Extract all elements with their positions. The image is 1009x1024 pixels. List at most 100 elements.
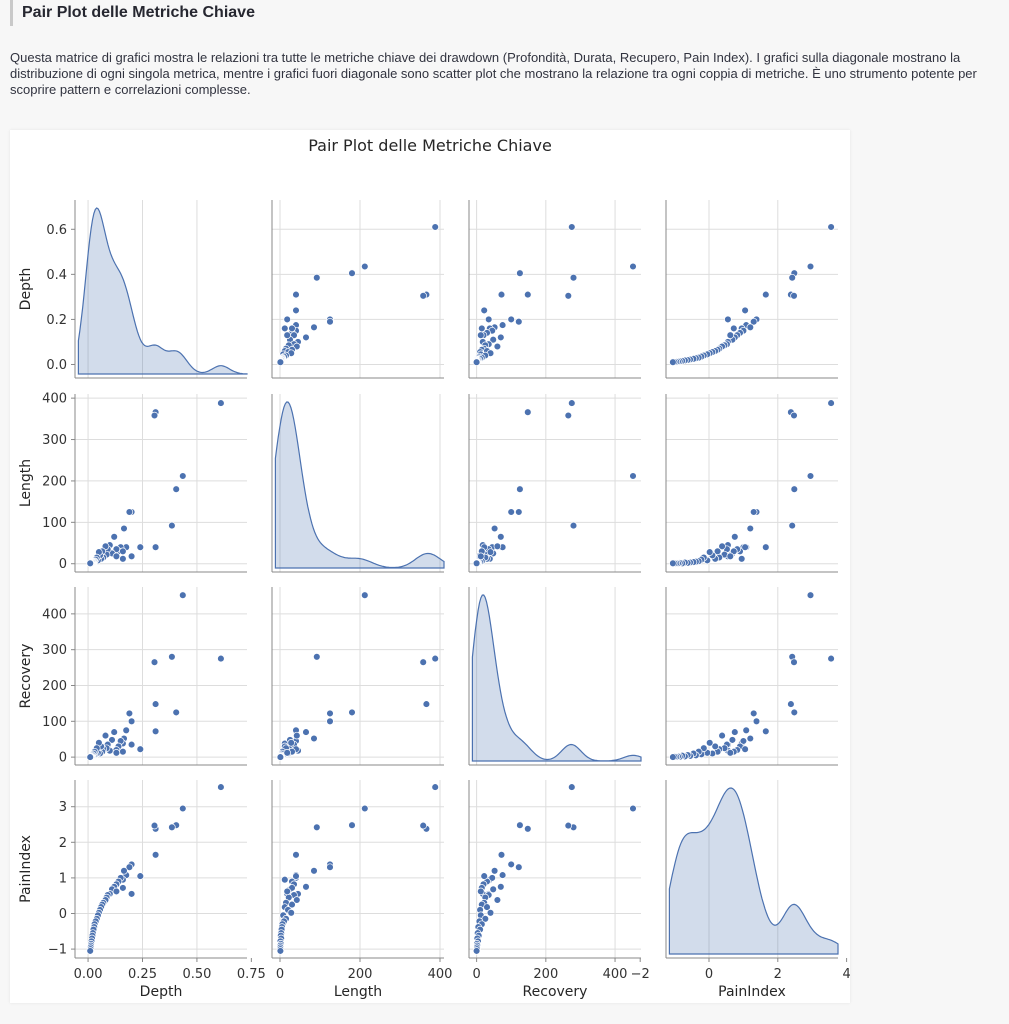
scatter-point: [326, 709, 334, 718]
scatter-point: [287, 739, 295, 747]
scatter-point: [515, 508, 523, 516]
y-axis-label-depth: Depth: [18, 268, 34, 311]
scatter-point: [168, 521, 176, 530]
kde-recovery: [471, 594, 642, 762]
scatter-point: [150, 411, 159, 420]
scatter-point: [497, 883, 505, 891]
scatter-point: [569, 521, 578, 530]
scatter-point: [705, 548, 714, 556]
pair-plot-card: Pair Plot delle Metriche Chiave 0.0 0.2 0.4…: [10, 130, 850, 1003]
scatter-point: [419, 821, 427, 830]
y-axis-label-painindex: PainIndex: [18, 835, 34, 903]
scatter-point: [348, 821, 356, 829]
scatter-point: [490, 524, 499, 533]
scatter-point: [150, 821, 159, 830]
scatter-point: [172, 485, 180, 493]
panel-length-vs-painindex: [665, 394, 838, 573]
panel-painindex-vs-depth: −1 0 1 2 3 0.00 0.25 0.50 0.75: [48, 780, 266, 982]
y-tick-label: 0.6: [46, 223, 67, 238]
scatter-point: [472, 947, 481, 955]
scatter-point: [127, 717, 136, 726]
scatter-point: [276, 947, 285, 955]
scatter-point: [726, 552, 735, 561]
scatter-point: [749, 317, 758, 326]
scatter-point: [564, 821, 573, 830]
scatter-point: [293, 896, 301, 904]
scatter-point: [507, 315, 515, 324]
scatter-point: [480, 306, 488, 315]
scatter-point: [313, 653, 321, 661]
scatter-point: [739, 737, 748, 745]
scatter-point: [713, 547, 722, 556]
scatter-point: [497, 533, 505, 541]
scatter-point: [361, 262, 369, 271]
scatter-point: [122, 726, 130, 735]
panel-length-vs-depth: 0 100 200 300 400: [42, 392, 247, 573]
scatter-point: [125, 709, 134, 718]
x-tick-label: 0: [276, 967, 284, 982]
scatter-point: [101, 731, 110, 740]
y-tick-label: 200: [42, 679, 67, 694]
scatter-point: [119, 547, 127, 556]
scatter-point: [790, 658, 798, 666]
scatter-point: [293, 731, 301, 740]
scatter-point: [741, 306, 749, 315]
y-tick-label: 400: [42, 392, 67, 407]
scatter-point: [762, 727, 770, 736]
section-title: Pair Plot delle Metriche Chiave: [10, 0, 255, 26]
scatter-point: [120, 524, 128, 533]
scatter-point: [726, 331, 735, 339]
scatter-point: [493, 542, 502, 551]
x-tick-label: 0: [472, 967, 480, 982]
scatter-point: [480, 872, 488, 880]
scatter-point: [112, 749, 121, 757]
y-tick-label: 300: [42, 643, 67, 658]
scatter-point: [629, 472, 637, 480]
scatter-point: [741, 543, 749, 551]
scatter-point: [524, 408, 532, 416]
scatter-point: [281, 324, 289, 333]
scatter-point: [490, 867, 499, 875]
scatter-point: [486, 548, 495, 556]
scatter-point: [483, 903, 491, 911]
y-tick-label: 0.2: [46, 313, 67, 328]
scatter-point: [737, 555, 746, 563]
scatter-point: [730, 547, 738, 556]
scatter-point: [568, 399, 576, 407]
scatter-point: [524, 290, 532, 299]
scatter-point: [281, 875, 289, 884]
scatter-point: [488, 874, 496, 882]
scatter-point: [489, 335, 497, 344]
panel-depth-vs-painindex: [665, 200, 838, 379]
x-tick-label: 200: [348, 967, 373, 982]
scatter-point: [790, 411, 798, 420]
kde-depth: [77, 207, 248, 375]
scatter-point: [484, 315, 493, 324]
scatter-point: [749, 508, 758, 516]
scatter-point: [302, 883, 310, 891]
scatter-point: [788, 273, 796, 282]
scatter-point: [788, 521, 796, 530]
x-tick-label: 2: [774, 967, 782, 982]
scatter-point: [151, 700, 160, 708]
scatter-point: [498, 321, 507, 329]
scatter-point: [361, 591, 369, 599]
scatter-point: [361, 804, 369, 813]
scatter-point: [125, 508, 134, 516]
scatter-point: [86, 753, 94, 761]
scatter-point: [110, 728, 118, 736]
scatter-point: [787, 700, 795, 708]
scatter-point: [217, 399, 225, 407]
scatter-point: [669, 559, 677, 568]
scatter-point: [150, 658, 159, 666]
scatter-point: [422, 700, 431, 708]
y-tick-label: 0: [59, 557, 67, 572]
scatter-point: [292, 872, 300, 880]
y-tick-label: 300: [42, 433, 67, 448]
scatter-point: [292, 306, 300, 315]
scatter-point: [827, 223, 835, 231]
scatter-point: [790, 485, 799, 493]
scatter-point: [112, 887, 121, 896]
scatter-point: [86, 947, 94, 955]
panel-painindex-vs-recovery: 0 200 400: [468, 780, 641, 982]
